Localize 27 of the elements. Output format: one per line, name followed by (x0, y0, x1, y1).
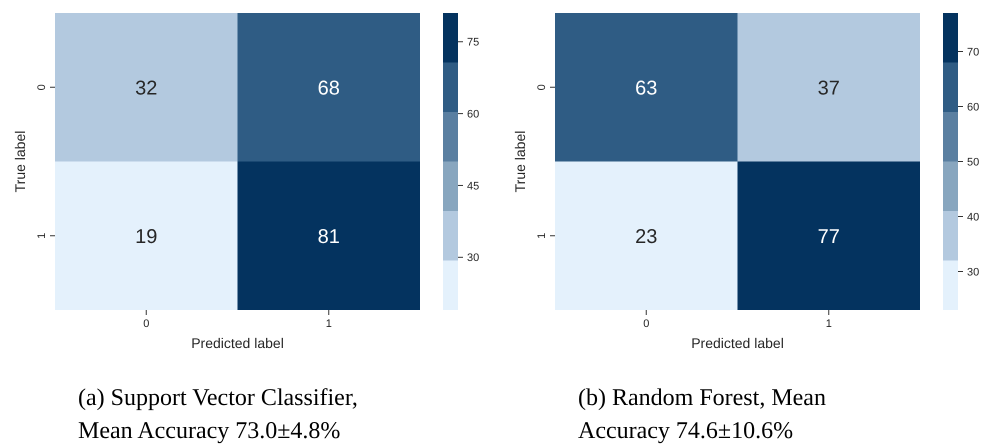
color-bar-label: 50 (967, 156, 980, 168)
data-label: 77 (818, 226, 840, 248)
data-label: 19 (135, 226, 158, 248)
color-bar-label: 70 (967, 46, 980, 58)
x-tick-label: 1 (326, 318, 332, 330)
x-tick-label: 1 (826, 318, 832, 330)
data-label: 23 (635, 226, 658, 248)
color-bar-label: 30 (967, 266, 980, 278)
data-label: 37 (818, 77, 840, 100)
x-tick-label: 0 (143, 318, 150, 330)
text: (b) Random Forest, Mean Accuracy 74.6±10.6% (578, 385, 826, 444)
color-bar-label: 45 (467, 180, 480, 192)
color-bar-label: 75 (467, 36, 480, 49)
data-label: 81 (318, 226, 340, 248)
y-axis-title: True label (12, 130, 28, 192)
color-bar-label: 30 (467, 252, 480, 264)
y-axis-title: True label (512, 130, 528, 192)
color-bar-label: 60 (467, 108, 480, 120)
x-tick-label: 0 (643, 318, 650, 330)
text: (a) Support Vector Classifier, Mean Accuracy 73.0±4.8% (78, 385, 358, 444)
data-label: 63 (635, 77, 658, 100)
data-label: 32 (135, 77, 158, 100)
data-label: 68 (318, 77, 340, 100)
x-axis-title: Predicted label (191, 335, 284, 351)
color-bar-label: 60 (967, 101, 980, 114)
color-bar-label: 40 (967, 211, 980, 224)
x-axis-title: Predicted label (691, 335, 784, 351)
